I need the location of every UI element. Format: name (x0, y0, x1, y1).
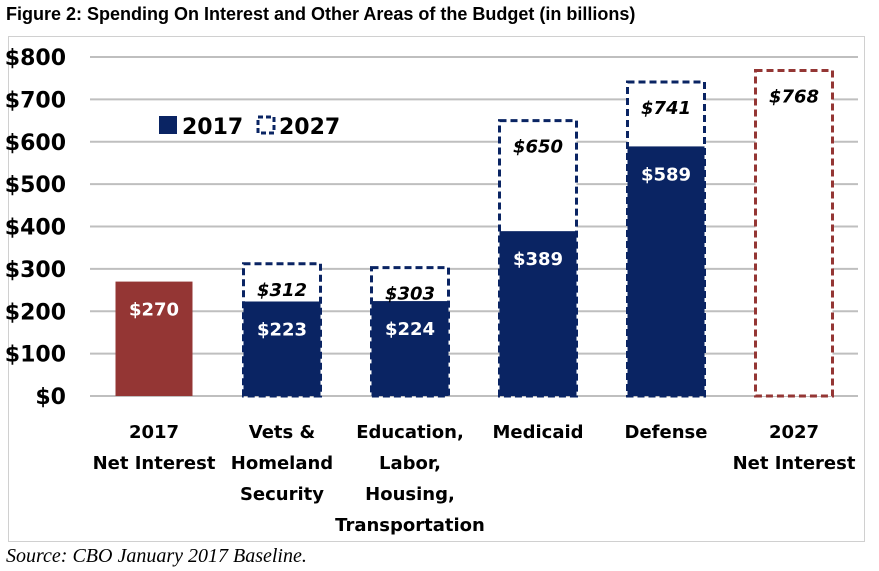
x-category-label: 2017 Net Interest (93, 422, 216, 474)
data-label-2017: $589 (641, 164, 691, 185)
y-tick-label: $700 (5, 88, 66, 113)
x-category-label: Medicaid (492, 422, 583, 443)
y-tick-label: $0 (35, 385, 66, 410)
legend: 2017 2027 (159, 115, 340, 140)
bar-2027 (754, 69, 834, 398)
x-category-label: Defense (625, 422, 708, 443)
x-category-line: Net Interest (93, 453, 216, 474)
y-tick-label: $800 (5, 46, 66, 71)
legend-swatch-2027 (256, 115, 276, 135)
x-category-line: Transportation (335, 515, 485, 536)
data-label-2017: $389 (513, 249, 563, 270)
y-tick-label: $100 (5, 343, 66, 368)
x-category-line: Labor, (379, 453, 441, 474)
x-category-label: Vets & Homeland Security (231, 422, 333, 505)
gridlines (90, 56, 858, 397)
chart-frame (8, 36, 865, 542)
x-axis-categories: 2017 Net Interest Vets & Homeland Security Ed… (93, 422, 856, 536)
bar-2017 (243, 301, 321, 396)
x-category-line: Housing, (365, 484, 455, 505)
bar-2017 (371, 301, 449, 396)
x-category-line: 2017 (129, 422, 179, 443)
y-tick-label: $600 (5, 131, 66, 156)
x-category-line: Education, (356, 422, 464, 443)
data-label-2027: $312 (257, 280, 307, 301)
x-category-line: Net Interest (733, 453, 856, 474)
x-category-label: 2027 Net Interest (733, 422, 856, 474)
y-axis-ticks: $0 $100 $200 $300 $400 $500 $600 $700 $800 (5, 46, 66, 410)
data-label-2027: $768 (769, 87, 819, 108)
bar-2017 (499, 231, 577, 396)
x-category-line: Defense (625, 422, 708, 443)
data-labels: $270 $312 $223 $303 $224 $650 $389 $741 $589 $768 (129, 87, 819, 341)
source-note: Source: CBO January 2017 Baseline. (6, 545, 307, 567)
data-label-2017: $223 (257, 320, 307, 341)
y-tick-label: $500 (5, 173, 66, 198)
x-category-line: Vets & (249, 422, 315, 443)
y-tick-label: $400 (5, 216, 66, 241)
x-category-label: Education, Labor, Housing, Transportation (335, 422, 485, 536)
data-label-2027: $303 (385, 284, 435, 305)
x-category-line: Security (240, 484, 324, 505)
bars (115, 69, 834, 398)
x-category-line: 2027 (769, 422, 819, 443)
data-label-2017: $270 (129, 300, 179, 321)
y-tick-label: $300 (5, 258, 66, 283)
y-tick-label: $200 (5, 300, 66, 325)
data-label-2027: $741 (641, 98, 691, 119)
legend-label-2017: 2017 (182, 115, 243, 140)
x-category-line: Medicaid (492, 422, 583, 443)
data-label-2017: $224 (385, 319, 435, 340)
bar-2017 (627, 146, 705, 396)
data-label-2027: $650 (513, 137, 563, 158)
bar-2017 (115, 281, 193, 396)
x-category-line: Homeland (231, 453, 333, 474)
legend-swatch-2017 (159, 116, 177, 134)
chart-title: Figure 2: Spending On Interest and Other… (6, 4, 636, 24)
legend-label-2027: 2027 (279, 115, 340, 140)
